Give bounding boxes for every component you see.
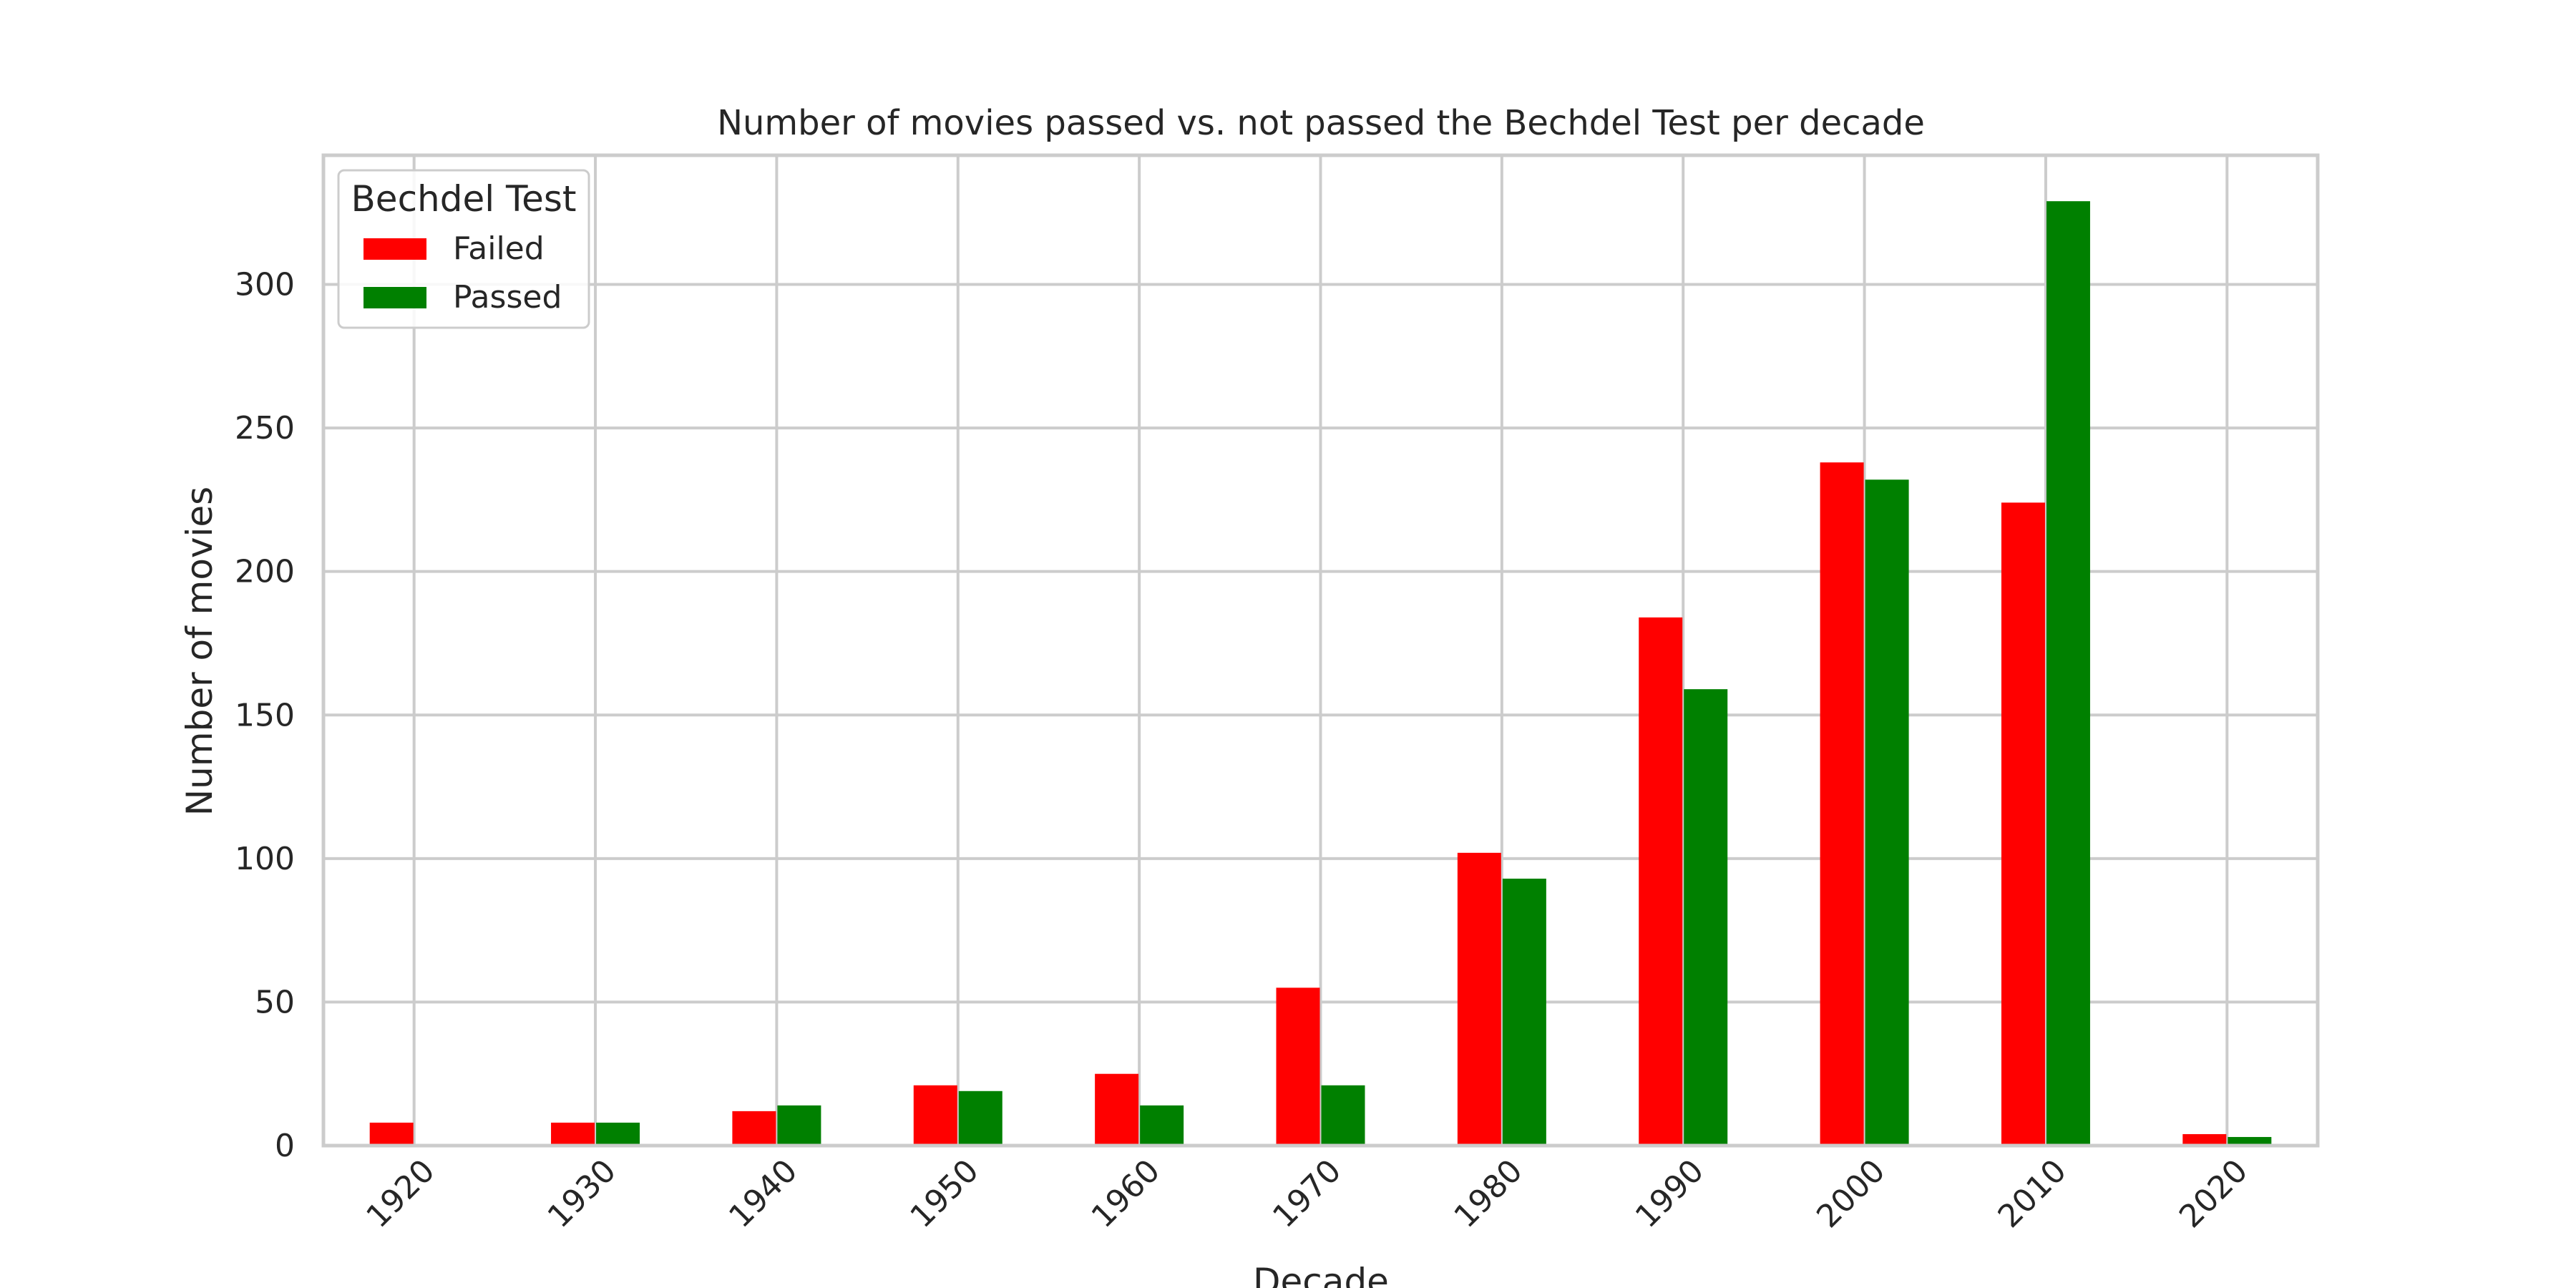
bar-passed-1940 (777, 1105, 821, 1146)
y-axis-label: Number of movies (179, 487, 220, 816)
bars (369, 201, 2272, 1146)
y-tick-label: 200 (235, 554, 295, 590)
plot-frame (321, 153, 2320, 1148)
bar-passed-1930 (596, 1122, 640, 1146)
x-tick-label: 2020 (2172, 1153, 2255, 1235)
x-tick-label: 2000 (1810, 1153, 1892, 1235)
bar-passed-2010 (2046, 201, 2090, 1146)
y-tick-label: 100 (235, 841, 295, 877)
chart-title: Number of movies passed vs. not passed t… (717, 103, 1925, 143)
bar-failed-1990 (1639, 617, 1683, 1146)
y-tick-label: 0 (275, 1128, 295, 1164)
y-tick-label: 250 (235, 410, 295, 447)
bar-failed-1970 (1276, 987, 1320, 1146)
x-tick-labels: 1920 1930 1940 1950 1960 1970 1980 1990 2000 2010… (359, 1153, 2255, 1235)
bar-passed-1990 (1684, 689, 1728, 1146)
legend-title: Bechdel Test (351, 178, 577, 220)
legend: Bechdel Test Failed Passed (337, 169, 590, 329)
x-tick-label: 1980 (1448, 1153, 1530, 1235)
bar-failed-1920 (369, 1122, 414, 1146)
x-tick-label: 1940 (722, 1153, 804, 1235)
y-tick-labels: 0 50 100 150 200 250 300 (235, 267, 295, 1164)
bar-failed-1940 (732, 1111, 776, 1146)
y-tick-label: 150 (235, 697, 295, 733)
x-tick-label: 1990 (1629, 1153, 1711, 1235)
legend-label-passed: Passed (453, 279, 562, 316)
grid (323, 155, 2318, 1147)
x-tick-label: 1930 (541, 1153, 623, 1235)
bar-passed-1970 (1321, 1085, 1365, 1146)
bar-failed-1930 (551, 1122, 595, 1146)
bar-passed-2000 (1865, 479, 1909, 1146)
bar-failed-1950 (913, 1085, 957, 1146)
bar-failed-2020 (2182, 1133, 2227, 1146)
bar-failed-2010 (2001, 502, 2045, 1146)
bar-failed-1980 (1457, 852, 1501, 1146)
bar-passed-1980 (1502, 878, 1546, 1146)
legend-label-failed: Failed (453, 230, 545, 267)
bar-passed-1950 (958, 1091, 1002, 1146)
bar-failed-2000 (1820, 462, 1864, 1146)
x-tick-label: 2010 (1991, 1153, 2074, 1235)
bar-failed-1960 (1095, 1073, 1139, 1146)
y-tick-label: 300 (235, 267, 295, 303)
x-tick-label: 1920 (359, 1153, 441, 1235)
x-tick-label: 1970 (1266, 1153, 1348, 1235)
x-tick-label: 1960 (1085, 1153, 1167, 1235)
legend-swatch-failed (364, 238, 426, 260)
legend-swatch-passed (364, 287, 426, 308)
y-tick-label: 50 (255, 984, 295, 1020)
bar-passed-1960 (1140, 1105, 1184, 1146)
bar-passed-2020 (2228, 1136, 2272, 1146)
x-tick-label: 1950 (903, 1153, 985, 1235)
x-axis-label: Decade (1253, 1261, 1389, 1288)
